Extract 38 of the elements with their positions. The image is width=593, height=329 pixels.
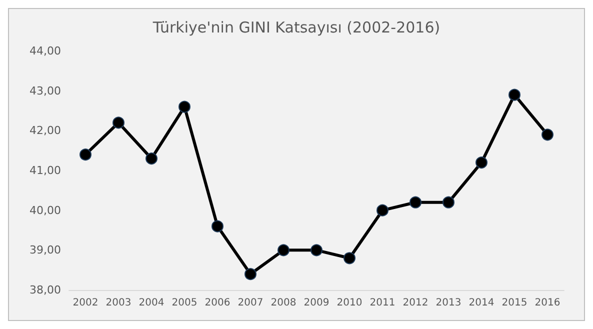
x-tick-label: 2006 [204,298,230,308]
point [476,156,488,169]
x-tick-label: 2011 [370,298,396,308]
y-tick-label: 40,00 [30,204,61,217]
y-tick-label: 38,00 [30,284,61,296]
x-tick-label: 2009 [304,298,330,308]
point [146,152,158,165]
point [244,268,256,280]
x-tick-label: 2007 [238,298,264,308]
y-tick-label: 39,00 [30,244,61,257]
point [344,252,356,264]
point [212,220,224,232]
point [278,244,290,256]
point [410,196,422,208]
x-tick-label: 2003 [106,298,132,308]
x-tick-label: 2002 [72,298,98,308]
x-tick-label: 2014 [468,298,494,308]
y-tick-label: 42,00 [30,124,61,138]
point [442,196,454,208]
x-tick-label: 2012 [402,298,428,308]
x-tick-label: 2010 [336,298,362,308]
x-tick-label: 2016 [534,298,560,308]
point [310,244,322,256]
x-tick-label: 2008 [270,298,296,308]
x-tick-label: 2015 [502,298,528,308]
point [112,116,124,129]
y-tick-label: 44,00 [30,44,61,58]
x-tick-label: 2004 [138,298,164,308]
x-tick-label: 2013 [436,298,462,308]
point [508,88,520,101]
point [80,148,92,161]
point [178,100,190,113]
y-tick-label: 43,00 [30,84,61,98]
x-tick-label: 2005 [172,298,198,308]
chart-title: Türkiye'nin GINI Katsayısı (2002-2016) [152,18,440,36]
y-tick-label: 41,00 [30,164,61,177]
point [376,204,388,216]
point [542,128,554,141]
